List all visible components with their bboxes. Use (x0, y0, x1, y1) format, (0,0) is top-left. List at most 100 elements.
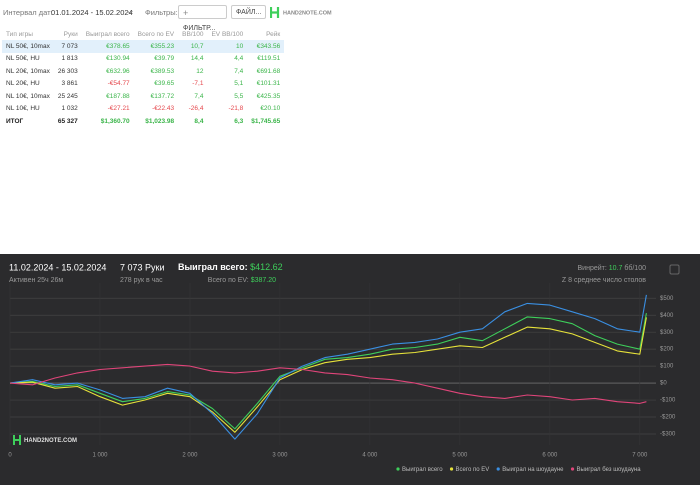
dropdown-caret[interactable] (127, 10, 133, 15)
panel-hands-per-hour: 278 рук в час (120, 277, 163, 284)
y-tick-label: $500 (660, 296, 674, 302)
table-cell: -26,4 (188, 105, 204, 113)
date-range[interactable]: 01.01.2024 - 15.02.2024 (51, 8, 133, 17)
plot-area: -$300 -$200 -$100 $0 $100 $200 $300 $400 $500 0 1 … (8, 283, 676, 459)
winrate-label: Винрейт: (578, 264, 607, 272)
table-cell: €130.94 (106, 55, 130, 63)
filter-button[interactable]: + ФИЛЬТР... (178, 5, 227, 32)
legend-label: Всего по EV (456, 467, 490, 473)
table-cell: 7,4 (194, 92, 204, 100)
table-cell: €101.31 (256, 80, 281, 88)
stats-table: Тип игры Руки Выиграл всего Всего по EV BB/1… (2, 28, 285, 128)
x-tick-label: 6 000 (542, 453, 558, 459)
table-cell: 5,1 (234, 80, 244, 88)
y-tick-label: $100 (660, 364, 674, 370)
x-tick-label: 2 000 (182, 453, 198, 459)
y-tick-label: $0 (660, 381, 667, 387)
table-row[interactable]: NL 20€, 10max 26 303 €632.96 €389.53 12 7,4 €6… (2, 65, 284, 78)
panel-active: Активен 25ч 26м (9, 277, 63, 284)
panel-hands: 7 073 Руки (120, 262, 165, 272)
panel-date-range: 11.02.2024 - 15.02.2024 (9, 262, 106, 272)
graph-panel (0, 254, 700, 485)
table-cell: -21,8 (228, 105, 244, 113)
panel-winrate: Винрейт: 10.7 бб/100 (578, 264, 647, 272)
series-line (9, 317, 647, 433)
panel-won: Выиграл всего: $412.62 (178, 262, 283, 272)
table-row[interactable]: NL 50€, 10max 7 073 €378.65 €355.23 10,7 10 €3… (2, 40, 285, 53)
table-cell: 6,3 (234, 117, 244, 125)
watermark: HAND2NOTE.COM (24, 438, 77, 444)
winrate-value: 10.7 (609, 265, 623, 272)
series-line (9, 313, 647, 430)
date-label: Интервал дат: (3, 8, 53, 17)
table-row[interactable]: NL 10€, 10max 25 245 €187.88 €137.72 7,4 5,5 €… (2, 90, 284, 103)
table-row[interactable]: NL 50€, HU 1 813 €130.94 €39.79 14,4 4,4 €119.… (2, 53, 284, 66)
table-row[interactable]: NL 10€, HU 1 032 -€27.21 -€22.43 -26,4 -21,8 €… (2, 103, 284, 116)
table-cell: 1 813 (61, 55, 78, 63)
y-tick-label: $400 (660, 313, 674, 319)
table-cell: €343.56 (247, 40, 285, 53)
won-label: Выиграл всего: (178, 262, 248, 272)
ev-label: Всего по EV: (208, 277, 249, 284)
table-cell: -€22.43 (152, 105, 175, 113)
table-cell: Рейк (266, 30, 281, 38)
table-cell: 8,4 (194, 117, 204, 125)
table-cell: -€27.21 (107, 105, 130, 113)
table-cell: ИТОГ (6, 117, 24, 125)
won-value: $412.62 (250, 262, 283, 272)
table-cell: 26 303 (57, 67, 78, 75)
legend-marker (496, 467, 500, 471)
table-cell: NL 20€, 10max (6, 67, 50, 75)
table-cell: $1,023.98 (145, 117, 175, 125)
table-cell: €39.79 (154, 55, 175, 63)
legend-label: Выиграл без шоудауна (577, 467, 642, 473)
table-cell: NL 50€, HU (6, 55, 40, 63)
table-cell: 10,7 (178, 40, 208, 53)
y-tick-label: $200 (660, 347, 674, 353)
table-row[interactable]: ИТОГ 65 327 $1,360.70 $1,023.98 8,4 6,3 $1,745… (2, 115, 284, 128)
table-cell: €355.23 (133, 40, 179, 53)
x-tick-label: 7 000 (632, 453, 648, 459)
settings-icon[interactable] (669, 264, 680, 275)
table-cell: Выиграл всего (85, 30, 130, 38)
y-tick-label: -$200 (660, 415, 676, 421)
table-cell: Всего по EV (137, 30, 175, 38)
x-tick-label: 5 000 (452, 453, 468, 459)
table-cell: €389.53 (150, 67, 175, 75)
table-cell: €187.88 (106, 92, 130, 100)
series-line (9, 363, 647, 404)
y-tick-label: -$300 (660, 432, 676, 438)
table-cell: €39.65 (154, 80, 175, 88)
table-cell: Тип игры (6, 30, 33, 38)
table-cell: NL 20€, HU (6, 80, 40, 88)
table-cell: €137.72 (150, 92, 175, 100)
x-tick-label: 0 (8, 453, 12, 459)
table-cell: 14,4 (190, 55, 204, 63)
x-tick-label: 4 000 (362, 453, 378, 459)
table-cell: €119.51 (257, 55, 281, 63)
legend-label: Выиграл всего (402, 467, 443, 473)
table-row: Тип игры Руки Выиграл всего Всего по EV BB/1… (2, 28, 284, 40)
table-row[interactable]: NL 20€, HU 3 861 -€54.77 €39.65 -7,1 5,1 €101.… (2, 78, 284, 91)
chart: 11.02.2024 - 15.02.2024 Активен 25ч 26м … (8, 262, 680, 473)
table-cell: $1,745.65 (251, 117, 281, 125)
table-cell: 7 073 (53, 40, 82, 53)
filter-button-text: ФИЛЬТР... (183, 25, 216, 32)
table-cell: BB/100 (182, 30, 204, 38)
table-cell: €691.68 (256, 67, 281, 75)
logo: HAND2NOTE.COM (270, 7, 332, 18)
legend-marker (449, 467, 454, 471)
legend-label: Выиграл на шоудауне (502, 467, 564, 473)
table-cell: Руки (63, 30, 78, 38)
table-cell: -7,1 (192, 80, 204, 88)
table-cell: €632.96 (106, 67, 130, 75)
table-cell: $1,360.70 (100, 117, 130, 125)
file-button[interactable]: ФАЙЛ... (231, 5, 266, 19)
table-cell: €20.10 (260, 105, 281, 113)
winrate-unit: бб/100 (624, 264, 646, 272)
legend-marker (396, 467, 400, 471)
ev-value: $387.20 (251, 277, 276, 284)
series-line (9, 294, 647, 440)
table-cell: 12 (196, 67, 204, 75)
